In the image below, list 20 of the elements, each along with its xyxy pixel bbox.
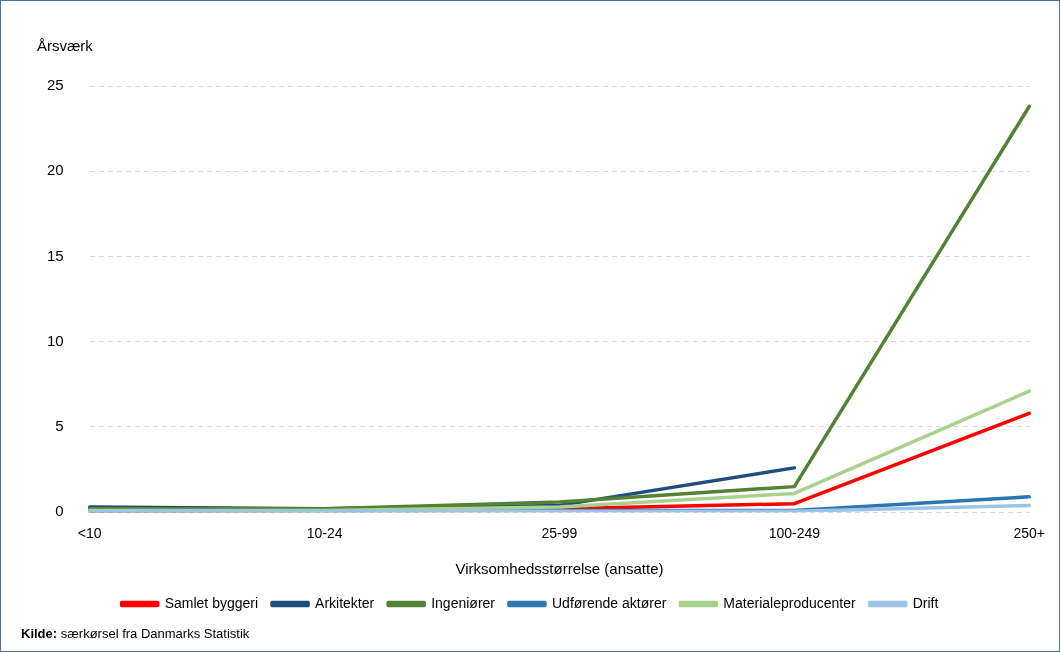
y-tick-label: 25 [47, 76, 64, 94]
legend-label: Drift [912, 594, 939, 611]
x-tick-label: 10-24 [306, 525, 343, 542]
x-tick-label: <10 [77, 525, 102, 542]
legend-label: Ingeniører [431, 594, 496, 611]
y-tick-label: 10 [47, 331, 64, 349]
legend-label: Arkitekter [315, 594, 375, 611]
x-tick-label: 100-249 [768, 525, 821, 542]
x-tick-label: 250+ [1013, 525, 1046, 542]
x-tick-label: 25-99 [541, 525, 578, 542]
y-tick-label: 20 [47, 161, 64, 179]
y-tick-label: 15 [47, 246, 64, 264]
x-axis-title: Virksomhedsstørrelse (ansatte) [455, 560, 664, 578]
legend-label: Materialeproducenter [723, 594, 856, 611]
y-axis-title: Årsværk [37, 37, 93, 54]
legend-label: Udførende aktører [551, 594, 667, 611]
legend-label: Samlet byggeri [164, 594, 259, 611]
y-tick-label: 0 [55, 502, 64, 520]
y-tick-label: 5 [55, 417, 64, 435]
text: Kilde: særkørsel fra Danmarks Statistik [21, 626, 250, 641]
